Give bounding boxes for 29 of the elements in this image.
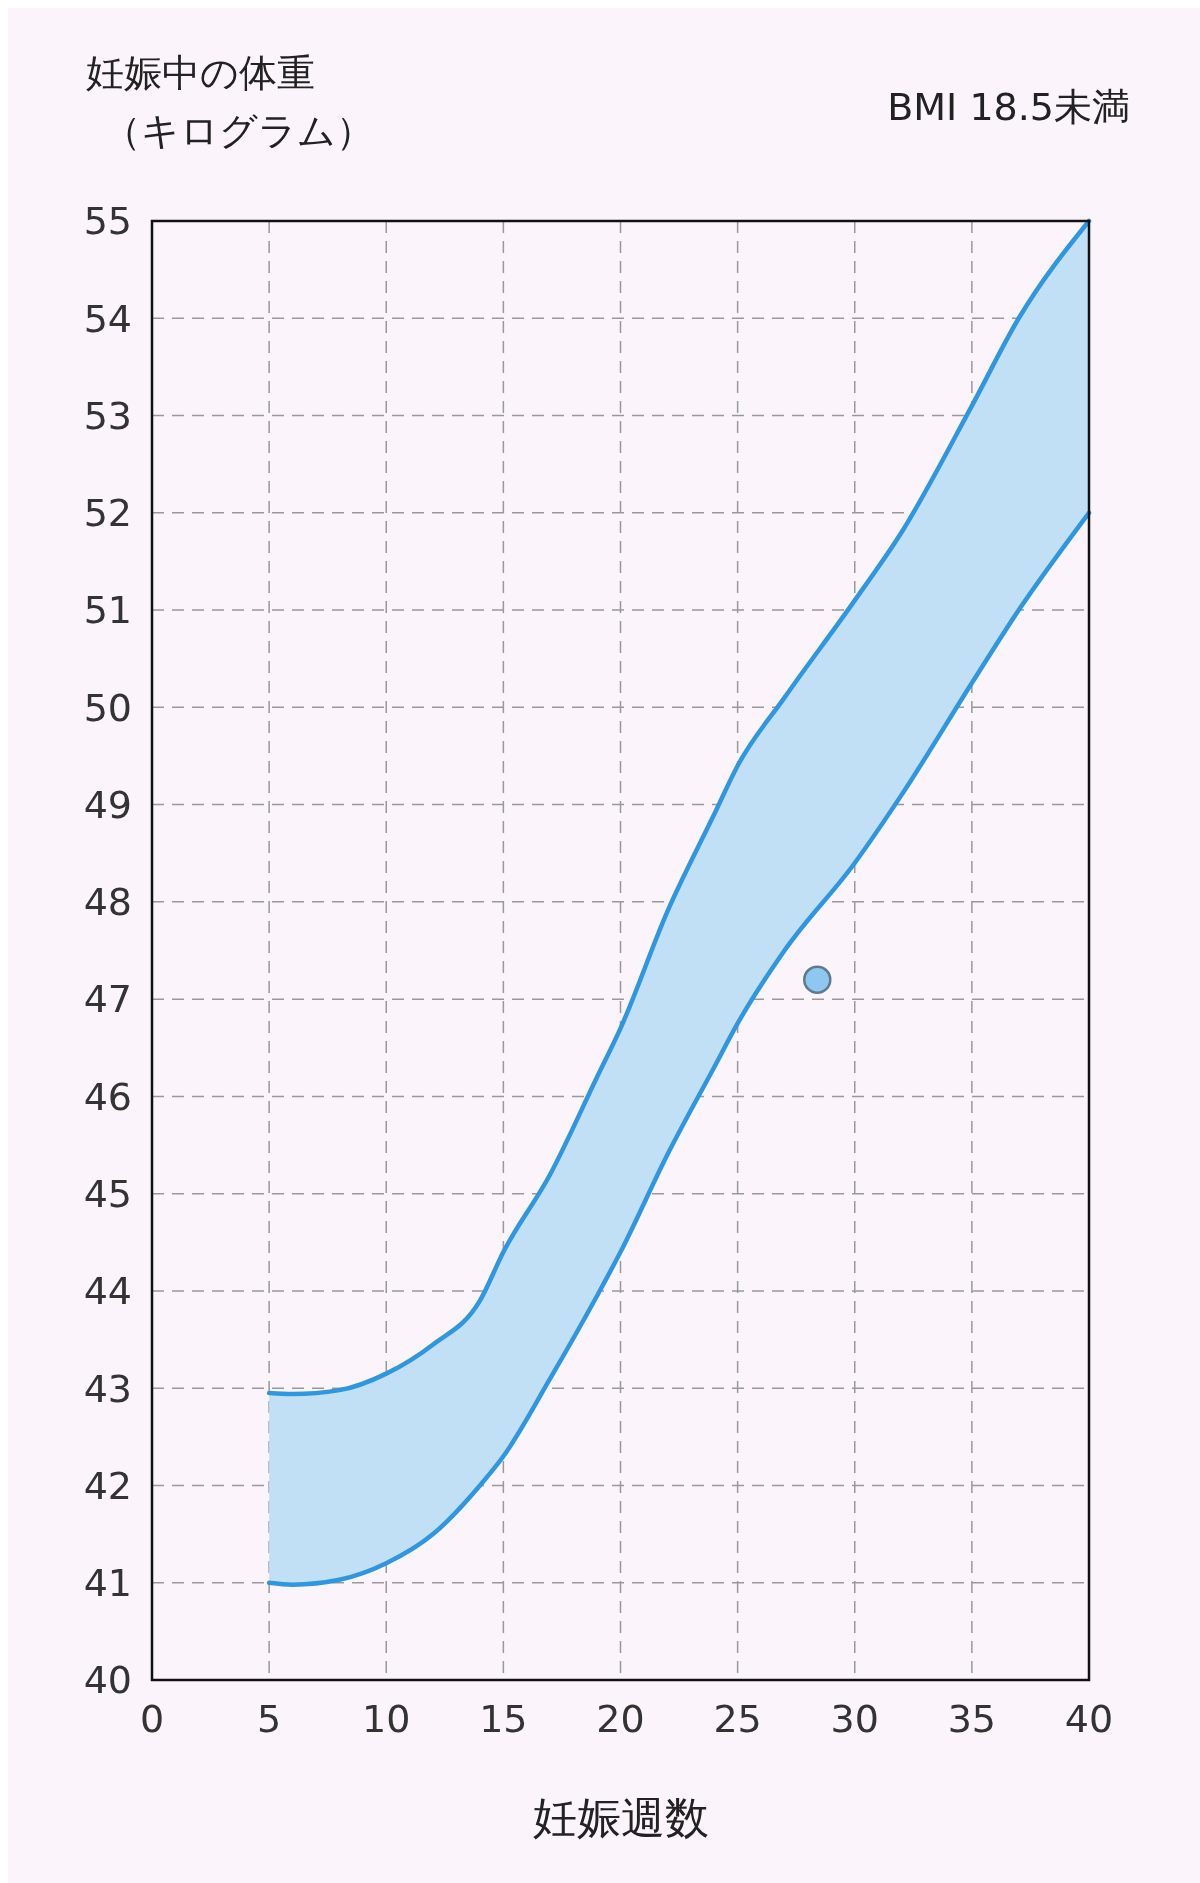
y-tick-label: 49 xyxy=(83,782,132,827)
y-tick-label: 44 xyxy=(83,1269,132,1314)
x-axis-title: 妊娠週数 xyxy=(532,1792,709,1843)
y-tick-label: 51 xyxy=(83,588,132,633)
y-tick-label: 48 xyxy=(83,880,132,925)
y-tick-label: 50 xyxy=(83,685,132,730)
x-tick-label: 30 xyxy=(830,1697,879,1741)
y-tick-label: 40 xyxy=(83,1658,132,1703)
y-axis-title: 妊娠中の体重（キログラム） xyxy=(86,51,374,153)
x-tick-label: 0 xyxy=(139,1697,165,1741)
y-tick-label: 45 xyxy=(83,1171,132,1216)
x-tick-label: 15 xyxy=(479,1697,528,1741)
x-tick-label: 5 xyxy=(257,1697,282,1741)
y-tick-label: 52 xyxy=(83,491,132,536)
y-tick-label: 55 xyxy=(83,199,132,244)
y-tick-label: 41 xyxy=(83,1561,132,1606)
y-tick-label: 54 xyxy=(83,296,132,341)
y-tick-label: 46 xyxy=(83,1074,132,1119)
y-tick-label: 43 xyxy=(83,1366,132,1411)
x-tick-label: 35 xyxy=(947,1697,997,1741)
x-tick-label: 20 xyxy=(596,1697,645,1741)
y-tick-label: 53 xyxy=(83,393,132,438)
y-tick-label: 42 xyxy=(83,1463,132,1508)
chart-title: BMI 18.5未満 xyxy=(887,85,1130,129)
x-tick-label: 10 xyxy=(362,1697,411,1741)
line-series xyxy=(266,510,1092,1587)
y-tick-label: 47 xyxy=(83,977,132,1022)
x-tick-label: 25 xyxy=(713,1697,762,1741)
x-tick-label: 40 xyxy=(1064,1697,1114,1741)
